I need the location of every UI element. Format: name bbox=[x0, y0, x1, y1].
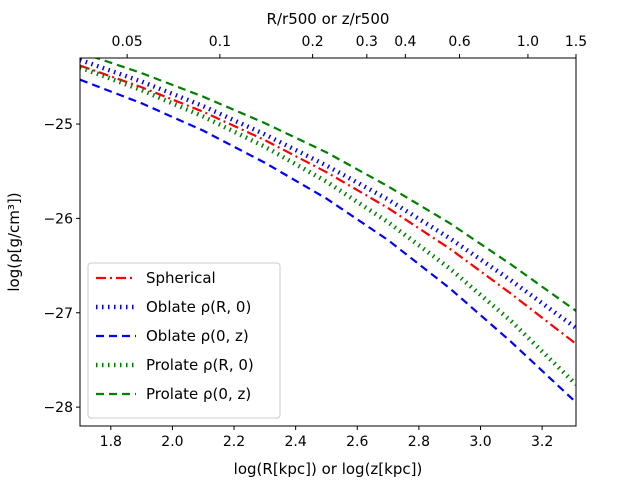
top-axis-label: R/r500 or z/r500 bbox=[267, 10, 390, 28]
x-tick-label: 1.8 bbox=[100, 434, 122, 450]
top-tick-label: 0.2 bbox=[301, 34, 323, 50]
series-line-0 bbox=[80, 64, 576, 345]
series-line-2 bbox=[80, 78, 576, 404]
top-tick-label: 0.3 bbox=[356, 34, 378, 50]
legend: Spherical Oblate ρ(R, 0) Oblate ρ(0, z) Pro… bbox=[87, 262, 281, 419]
x-axis-label: log(R[kpc]) or log(z[kpc]) bbox=[234, 460, 423, 478]
y-tick-label: −28 bbox=[43, 400, 73, 416]
x-tick-label: 3.0 bbox=[469, 434, 491, 450]
legend-label-2: Oblate ρ(0, z) bbox=[146, 327, 249, 345]
x-tick-label: 2.4 bbox=[285, 434, 307, 450]
y-axis-label: log(ρ[g/cm³]) bbox=[5, 192, 23, 291]
y-tick-label: −27 bbox=[43, 306, 73, 322]
x-tick-label: 2.2 bbox=[223, 434, 245, 450]
plot-frame bbox=[79, 57, 577, 427]
top-tick-label: 1.0 bbox=[517, 34, 539, 50]
top-tick-label: 0.6 bbox=[448, 34, 470, 50]
top-tick-label: 1.5 bbox=[565, 34, 587, 50]
legend-label-0: Spherical bbox=[146, 269, 216, 287]
legend-label-4: Prolate ρ(0, z) bbox=[146, 385, 251, 403]
legend-frame bbox=[87, 262, 281, 419]
top-tick-label: 0.4 bbox=[394, 34, 416, 50]
x-tick-label: 2.6 bbox=[346, 434, 368, 450]
x-tick-label: 2.0 bbox=[161, 434, 183, 450]
top-tick-label: 0.1 bbox=[209, 34, 231, 50]
y-tick-label: −25 bbox=[43, 117, 73, 133]
legend-label-3: Prolate ρ(R, 0) bbox=[146, 356, 254, 374]
x-tick-label: 2.8 bbox=[408, 434, 430, 450]
y-tick-label: −26 bbox=[43, 211, 73, 227]
legend-label-1: Oblate ρ(R, 0) bbox=[146, 298, 251, 316]
x-tick-label: 3.2 bbox=[531, 434, 553, 450]
top-tick-label: 0.05 bbox=[112, 34, 143, 50]
series-line-4 bbox=[93, 58, 576, 312]
